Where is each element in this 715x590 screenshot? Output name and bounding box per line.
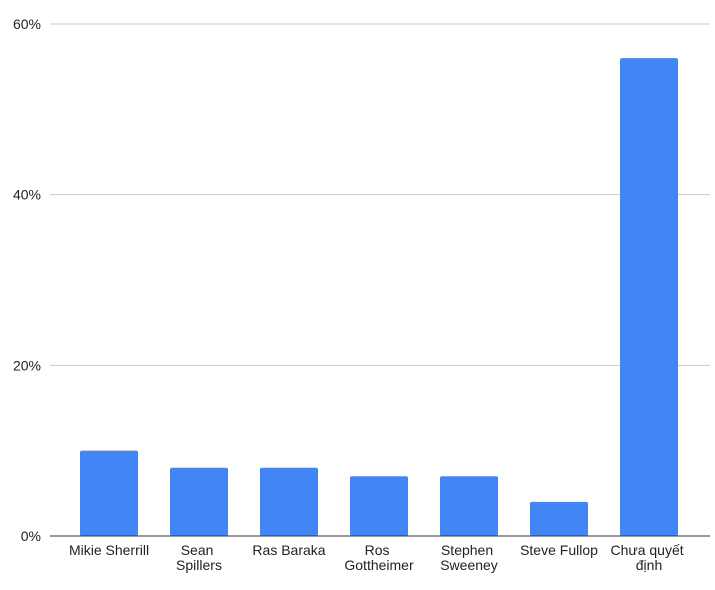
bar (80, 450, 138, 536)
x-tick-label: Sean Spillers (176, 542, 222, 573)
x-tick-label: Ros Gottheimer (344, 542, 414, 573)
bar (170, 467, 228, 536)
bar (620, 58, 678, 537)
x-tick-label: Ras Baraka (252, 542, 325, 558)
y-tick-label: 0% (21, 528, 41, 544)
y-tick-label: 60% (13, 16, 41, 32)
x-tick-label: Stephen Sweeney (440, 542, 498, 573)
x-tick-label: Steve Fullop (520, 542, 598, 558)
x-tick-label: Chưa quyết định (610, 542, 687, 573)
bar (440, 476, 498, 536)
y-tick-label: 40% (13, 187, 41, 203)
bar (350, 476, 408, 536)
bar (260, 467, 318, 536)
bar (530, 501, 588, 536)
x-tick-label: Mikie Sherrill (69, 542, 149, 558)
y-tick-label: 20% (13, 357, 41, 373)
